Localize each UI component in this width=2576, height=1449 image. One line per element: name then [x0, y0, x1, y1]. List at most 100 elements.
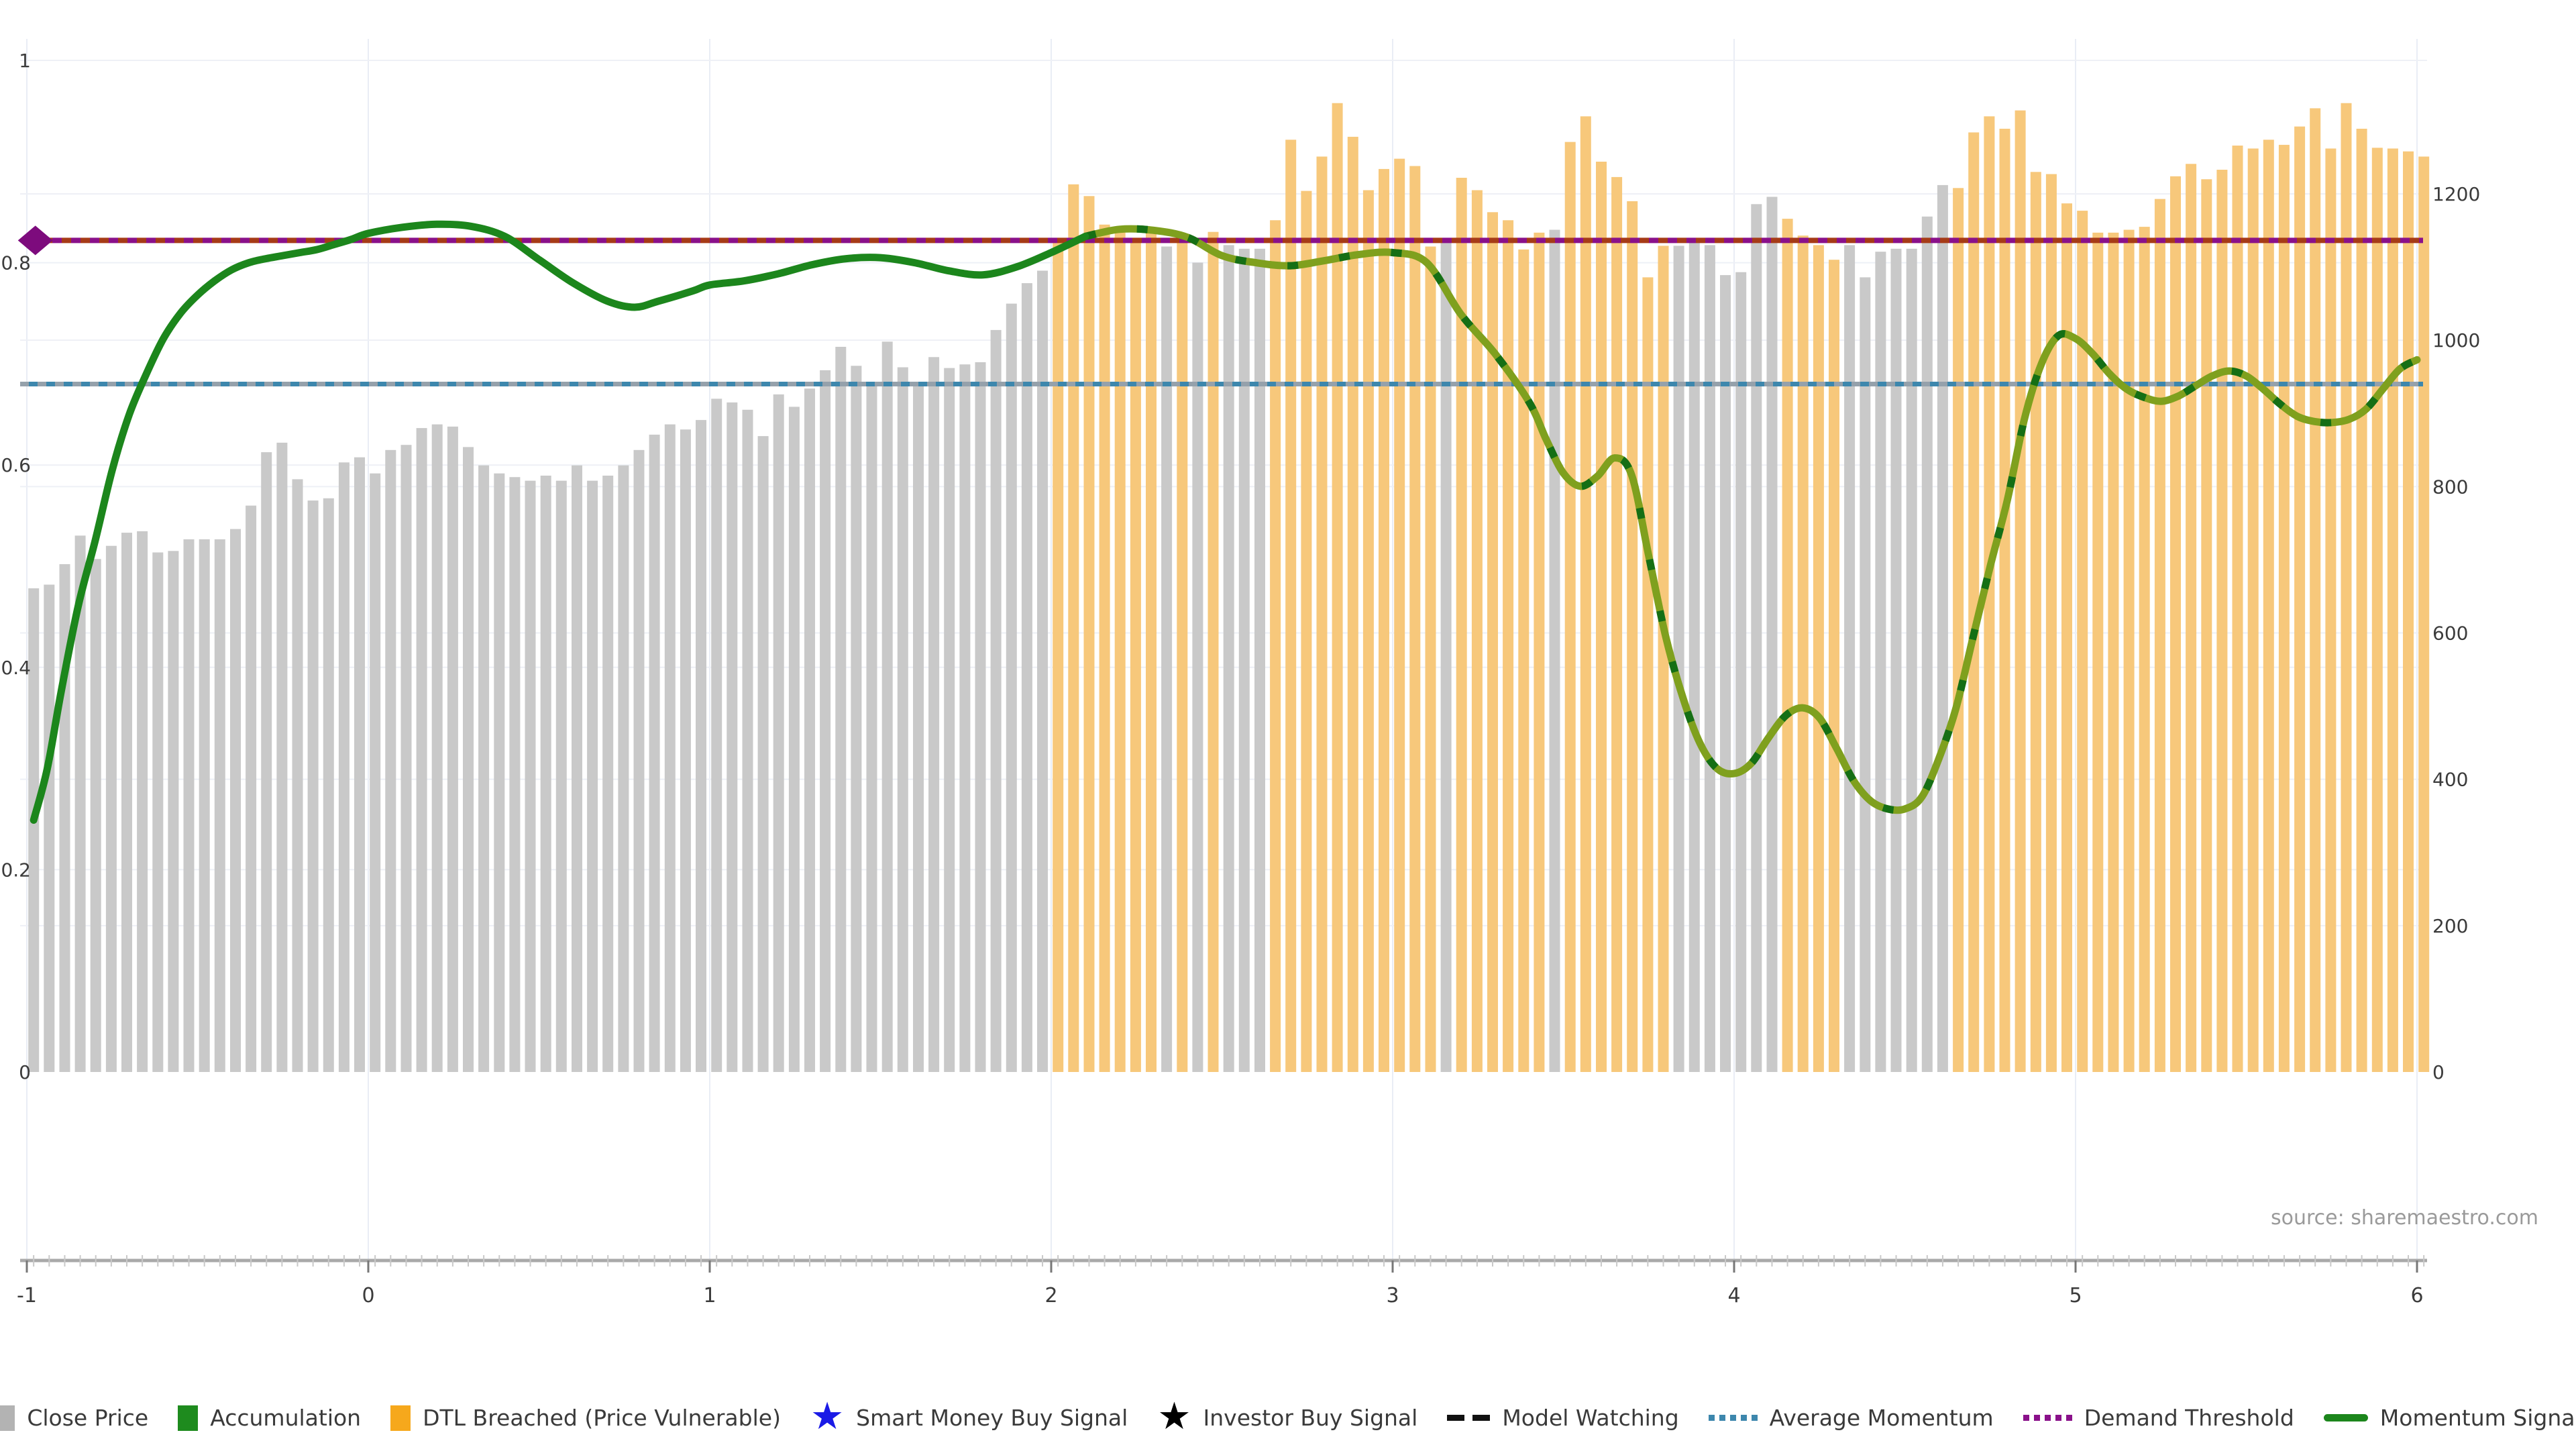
- dtl-breached-bar: [2061, 203, 2072, 1073]
- close-price-bar: [1860, 277, 1871, 1072]
- dtl-breached-bar: [1332, 103, 1343, 1073]
- close-price-bar: [400, 445, 412, 1072]
- dtl-breached-bar: [1347, 136, 1358, 1072]
- close-price-bar: [431, 424, 443, 1072]
- legend-label: DTL Breached (Price Vulnerable): [423, 1405, 781, 1431]
- close-price-bar: [1549, 229, 1560, 1072]
- close-price-bar: [105, 545, 117, 1072]
- legend-item-investor-buy-signal: ★ Investor Buy Signal: [1157, 1394, 1417, 1438]
- close-price-bar: [649, 434, 660, 1072]
- x-axis-tick-label: 1: [703, 1284, 716, 1307]
- legend-item-accumulation: Accumulation: [178, 1405, 361, 1431]
- close-price-bar: [338, 462, 350, 1072]
- legend-item-demand-threshold: Demand Threshold: [2023, 1405, 2294, 1431]
- dtl-breached-bar: [1425, 246, 1436, 1072]
- dtl-breached-bar: [2077, 211, 2088, 1073]
- close-price-bar: [633, 449, 645, 1072]
- dtl-breached-bar: [2092, 232, 2104, 1072]
- close-price-bar: [773, 394, 784, 1072]
- close-price-bar: [1688, 241, 1700, 1072]
- legend-label: Demand Threshold: [2084, 1405, 2294, 1431]
- close-price-bar: [1921, 216, 1933, 1072]
- demand-threshold-start-marker: [17, 225, 53, 256]
- dtl-breached-bar: [1285, 140, 1297, 1072]
- close-price-bar: [370, 473, 381, 1072]
- close-price-bar: [881, 341, 893, 1072]
- dtl-breached-bar: [2139, 227, 2150, 1073]
- close-price-bar: [990, 329, 1002, 1072]
- x-axis-tick-label: 0: [362, 1284, 374, 1307]
- dtl-breached-bar: [1394, 158, 1405, 1073]
- dtl-breached-bar: [1580, 116, 1591, 1072]
- legend-label: Accumulation: [210, 1405, 362, 1431]
- dtl-breached-bar: [2201, 179, 2212, 1073]
- close-price-bar: [1937, 184, 1948, 1072]
- momentum-signal-line: [1081, 225, 2421, 814]
- dtl-breached-bar: [1471, 190, 1483, 1072]
- close-price-bar: [1006, 303, 1017, 1073]
- close-price-bar: [447, 426, 458, 1072]
- close-price-bar: [214, 539, 225, 1072]
- right-axis-tick-label: 800: [2432, 476, 2468, 498]
- close-price-bar: [866, 384, 877, 1072]
- dtl-breached-bar: [1829, 260, 1839, 1073]
- close-price-bar: [1192, 262, 1203, 1072]
- left-axis-tick-label: 0: [19, 1061, 31, 1083]
- dtl-breached-bar: [2325, 148, 2337, 1072]
- dtl-breached-bar: [2154, 199, 2165, 1073]
- dtl-breached-bar: [1999, 128, 2010, 1072]
- x-axis-tick-label: -1: [17, 1284, 37, 1307]
- close-price-bar: [292, 479, 303, 1072]
- close-price-bar: [385, 449, 396, 1072]
- dtl-breached-bar: [2387, 148, 2398, 1072]
- chart-legend: Close Price Accumulation DTL Breached (Pri…: [0, 1394, 2576, 1438]
- close-price-bar: [121, 533, 132, 1072]
- dtl-breached-bar: [1658, 246, 1669, 1072]
- close-price-bar: [742, 409, 753, 1072]
- dtl-breached-bar: [1208, 231, 1219, 1073]
- close-price-bar: [525, 480, 536, 1072]
- close-price-bar: [959, 364, 971, 1073]
- close-price-bar: [230, 529, 241, 1072]
- close-price-bar: [1704, 245, 1715, 1072]
- close-price-bar: [1254, 248, 1265, 1072]
- close-price-bar: [1223, 245, 1234, 1072]
- close-price-bar: [416, 428, 427, 1072]
- close-price-bar: [587, 480, 598, 1072]
- dtl-breached-bar: [1627, 201, 1638, 1072]
- dtl-breached-bar: [1130, 237, 1141, 1072]
- close-price-bar: [835, 347, 847, 1072]
- dtl-breached-bar: [1968, 132, 1980, 1072]
- left-axis-tick-label: 0.8: [1, 252, 31, 274]
- source-attribution: source: sharemaestro.com: [2271, 1206, 2538, 1230]
- dtl-breached-bar: [2263, 140, 2274, 1072]
- legend-swatch-square: [0, 1405, 15, 1431]
- close-price-bar: [572, 465, 582, 1072]
- legend-star-icon: ★: [1157, 1394, 1191, 1438]
- close-price-bar: [944, 368, 955, 1072]
- x-axis-tick-label: 3: [1386, 1284, 1399, 1307]
- x-axis-tick-label: 6: [2410, 1284, 2423, 1307]
- dtl-breached-bar: [2310, 108, 2321, 1072]
- close-price-bar: [555, 480, 567, 1072]
- left-axis-tick-label: 1: [19, 50, 31, 72]
- close-price-bar: [1673, 246, 1684, 1072]
- legend-dotted-line-icon: [2023, 1415, 2072, 1421]
- x-axis-tick-label: 2: [1044, 1284, 1057, 1307]
- dtl-breached-bar: [2418, 156, 2430, 1072]
- close-price-bar: [618, 465, 629, 1072]
- dtl-breached-bar: [1487, 212, 1498, 1072]
- legend-item-dtl-breached-price-vulnerable: DTL Breached (Price Vulnerable): [390, 1405, 781, 1431]
- legend-item-average-momentum: Average Momentum: [1708, 1405, 1994, 1431]
- left-axis-tick-label: 0.2: [1, 859, 31, 881]
- right-axis-tick-label: 1000: [2432, 329, 2480, 352]
- close-price-bar: [820, 370, 831, 1072]
- right-axis-tick-label: 400: [2432, 769, 2468, 791]
- close-price-bar: [680, 429, 691, 1072]
- dtl-breached-bar: [1270, 220, 1281, 1072]
- close-price-bar: [540, 476, 551, 1072]
- close-price-bar: [1844, 245, 1856, 1072]
- right-axis-tick-label: 600: [2432, 623, 2468, 645]
- dtl-breached-bar: [2278, 144, 2290, 1072]
- legend-star-icon: ★: [810, 1394, 845, 1438]
